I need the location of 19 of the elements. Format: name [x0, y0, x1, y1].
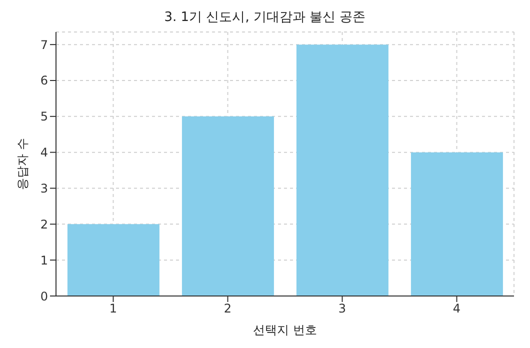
y-tick-label: 7	[40, 38, 48, 52]
bar	[67, 224, 160, 296]
bar	[296, 44, 388, 296]
chart-title: 3. 1기 신도시, 기대감과 불신 공존	[163, 9, 367, 27]
bar	[410, 152, 503, 296]
x-tick-label: 2	[224, 302, 232, 316]
y-tick-label: 0	[40, 289, 48, 304]
y-tick-label: 3	[40, 182, 48, 196]
x-tick-label: 1	[109, 302, 118, 316]
x-axis-title: 선택지 번호	[253, 323, 317, 337]
y-tick-label: 5	[40, 110, 48, 124]
y-tick-label: 1	[40, 253, 48, 268]
bar	[182, 116, 274, 296]
y-tick-label: 4	[40, 146, 48, 160]
y-tick-label: 6	[40, 74, 48, 88]
y-tick-label: 2	[40, 217, 48, 232]
x-tick-label: 4	[452, 302, 461, 316]
y-axis-title: 응답자 수	[15, 138, 30, 190]
x-tick-label: 3	[338, 302, 346, 316]
